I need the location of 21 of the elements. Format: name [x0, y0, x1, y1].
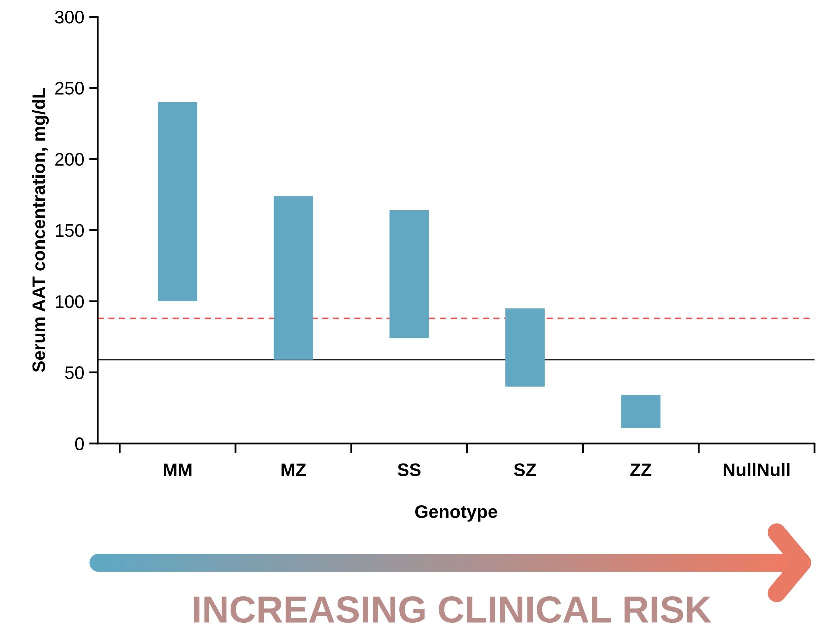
x-tick-label: ZZ — [630, 464, 652, 476]
text: INCREASING CLINICAL RISK — [194, 596, 712, 624]
x-tick-label: SS — [398, 464, 421, 476]
x-axis-title: Genotype — [415, 505, 498, 522]
bar — [621, 395, 661, 428]
y-tick-label: 0 — [75, 438, 84, 450]
x-tick-label: MM — [164, 464, 192, 476]
bar — [274, 196, 314, 360]
y-tick-label: 50 — [65, 366, 84, 380]
y-tick-label: 300 — [55, 11, 84, 24]
x-tick-label: SZ — [514, 464, 536, 476]
x-tick-label: MZ — [282, 464, 306, 476]
y-tick-label: 100 — [56, 295, 84, 308]
y-axis-title: Serum AAT concentration, mg/dL — [32, 88, 50, 372]
bar — [506, 308, 545, 387]
bar — [390, 210, 430, 338]
bar — [158, 102, 198, 302]
y-tick-label: 250 — [56, 82, 84, 95]
y-tick-label: 150 — [56, 224, 84, 238]
x-tick-label: NullNull — [724, 463, 790, 476]
y-tick-label: 200 — [56, 153, 84, 166]
